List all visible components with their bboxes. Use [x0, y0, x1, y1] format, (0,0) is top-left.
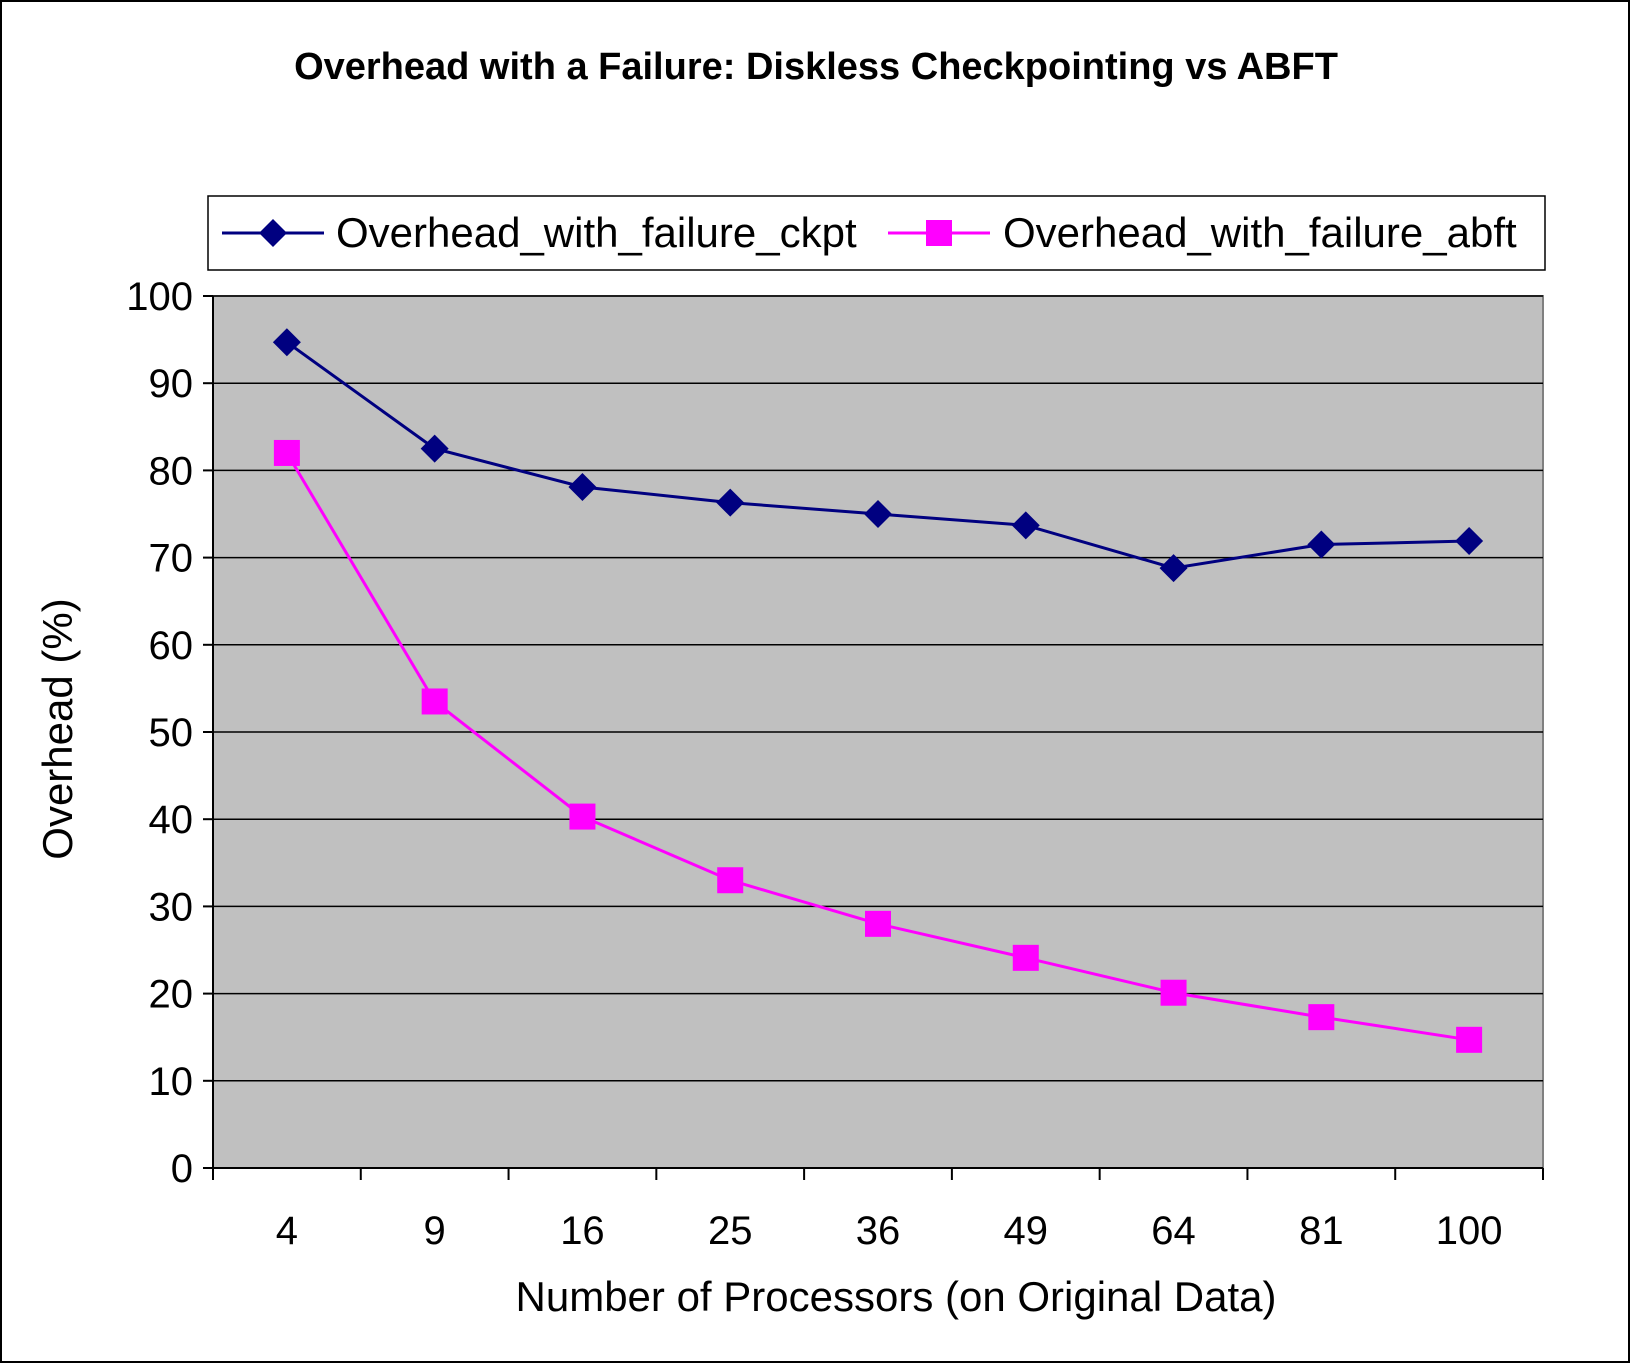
legend-box [207, 195, 1546, 271]
data-point-diamond [1307, 530, 1336, 559]
data-point-square [865, 910, 891, 937]
legend-ckpt-label: Overhead_with_failure_ckpt [336, 209, 857, 256]
data-point-diamond [1455, 527, 1484, 556]
legend-abft-label: Overhead_with_failure_abft [1003, 209, 1517, 256]
data-point-diamond [716, 488, 745, 517]
data-point-diamond [1159, 554, 1188, 583]
data-point-diamond [1011, 511, 1040, 540]
y-tick-label: 100 [126, 275, 193, 319]
data-point-square [717, 867, 744, 894]
x-tick-label: 100 [1436, 1209, 1503, 1253]
y-tick-label: 10 [149, 1060, 194, 1104]
y-tick-label: 50 [149, 711, 194, 755]
data-point-square [273, 439, 300, 466]
x-tick-label: 81 [1299, 1209, 1344, 1253]
x-axis-title: Number of Processors (on Original Data) [516, 1273, 1277, 1320]
data-point-diamond [568, 472, 597, 501]
data-point-square [1456, 1026, 1483, 1053]
data-point-diamond [420, 434, 449, 463]
legend: Overhead_with_failure_ckpt Overhead_with… [207, 195, 1546, 271]
y-tick-label: 60 [149, 624, 194, 668]
series-layer [272, 328, 1484, 1053]
y-tick-label: 80 [149, 449, 194, 493]
data-point-square [1160, 979, 1187, 1006]
y-tick-label: 40 [149, 798, 194, 842]
x-tick-label: 36 [856, 1209, 901, 1253]
x-tick-label: 25 [708, 1209, 753, 1253]
y-tick-label: 0 [171, 1147, 193, 1191]
data-point-square [569, 803, 596, 830]
gridlines [213, 295, 1543, 1082]
y-tick-label: 20 [149, 973, 194, 1017]
x-tick-label: 9 [424, 1209, 446, 1253]
x-tick-label: 16 [560, 1209, 605, 1253]
y-tick-label: 30 [149, 885, 194, 929]
data-point-square [1308, 1004, 1335, 1031]
legend-ckpt-marker [259, 219, 287, 247]
x-tick-label: 64 [1151, 1209, 1196, 1253]
data-point-diamond [272, 328, 301, 357]
chart-title: Overhead with a Failure: Diskless Checkp… [294, 46, 1338, 88]
x-tick-label: 49 [1004, 1209, 1049, 1253]
y-axis-title: Overhead (%) [34, 598, 81, 859]
y-tick-label: 90 [149, 362, 194, 406]
x-tick-label: 4 [276, 1209, 298, 1253]
legend-abft-marker [926, 220, 952, 246]
y-tick-label: 70 [149, 537, 194, 581]
data-point-square [1012, 944, 1039, 971]
data-point-square [421, 688, 448, 715]
data-point-diamond [864, 500, 892, 528]
